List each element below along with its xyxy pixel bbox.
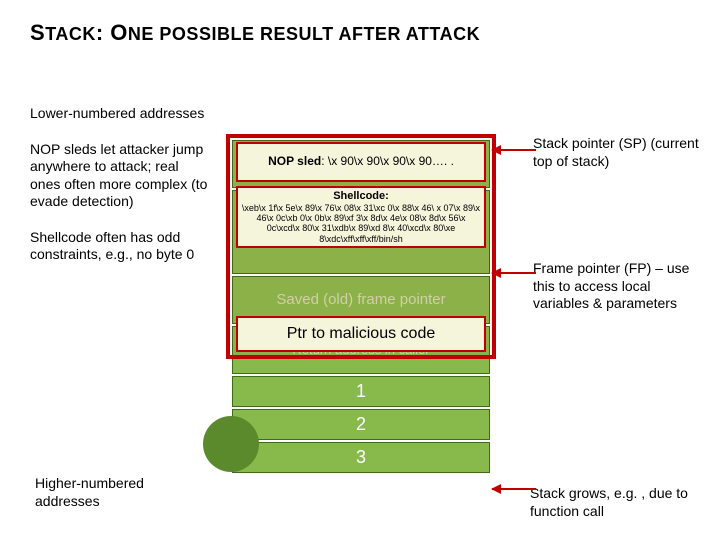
cell-arg3: 3 (232, 442, 490, 473)
cell-arg2: 2 (232, 409, 490, 440)
sp-label: Stack pointer (SP) (current top of stack… (533, 135, 708, 170)
title-rest: NE POSSIBLE RESULT AFTER ATTACK (128, 24, 480, 44)
arrow-sp (492, 149, 536, 151)
arrow-fp (492, 272, 536, 274)
nop-sled-bytes: : \x 90\x 90\x 90\x 90…. . (321, 154, 454, 168)
shellcode-box: Shellcode: \xeb\x 1f\x 5e\x 89\x 76\x 08… (236, 186, 486, 248)
nop-sled-note: NOP sleds let attacker jump anywhere to … (30, 141, 210, 211)
slide-title: STACK: ONE POSSIBLE RESULT AFTER ATTACK (30, 20, 480, 46)
stack-grows-label: Stack grows, e.g. , due to function call (530, 485, 705, 520)
ptr-malicious-label: Ptr to malicious code (287, 325, 436, 343)
arrow-grow (492, 488, 536, 490)
nop-sled-label: NOP sled (268, 154, 321, 168)
decorative-circle-icon (203, 416, 259, 472)
shellcode-note: Shellcode often has odd constraints, e.g… (30, 229, 210, 264)
title-tack: TACK (45, 24, 96, 44)
title-O: O (110, 20, 128, 45)
stack-diagram: Local array buffer2 Saved (old) frame po… (232, 140, 490, 475)
left-annotations: Lower-numbered addresses NOP sleds let a… (30, 105, 210, 282)
nop-sled-box: NOP sled: \x 90\x 90\x 90\x 90…. . (236, 142, 486, 182)
higher-addr-label: Higher-numbered addresses (35, 475, 195, 510)
cell-arg1: 1 (232, 376, 490, 407)
title-colon: : (96, 20, 110, 45)
ptr-malicious-box: Ptr to malicious code (236, 316, 486, 352)
fp-label: Frame pointer (FP) – use this to access … (533, 260, 708, 313)
title-S: S (30, 20, 45, 45)
shellcode-bytes: \xeb\x 1f\x 5e\x 89\x 76\x 08\x 31\xc 0\… (240, 203, 482, 244)
lower-addr-label: Lower-numbered addresses (30, 105, 210, 123)
shellcode-header: Shellcode: (240, 190, 482, 203)
